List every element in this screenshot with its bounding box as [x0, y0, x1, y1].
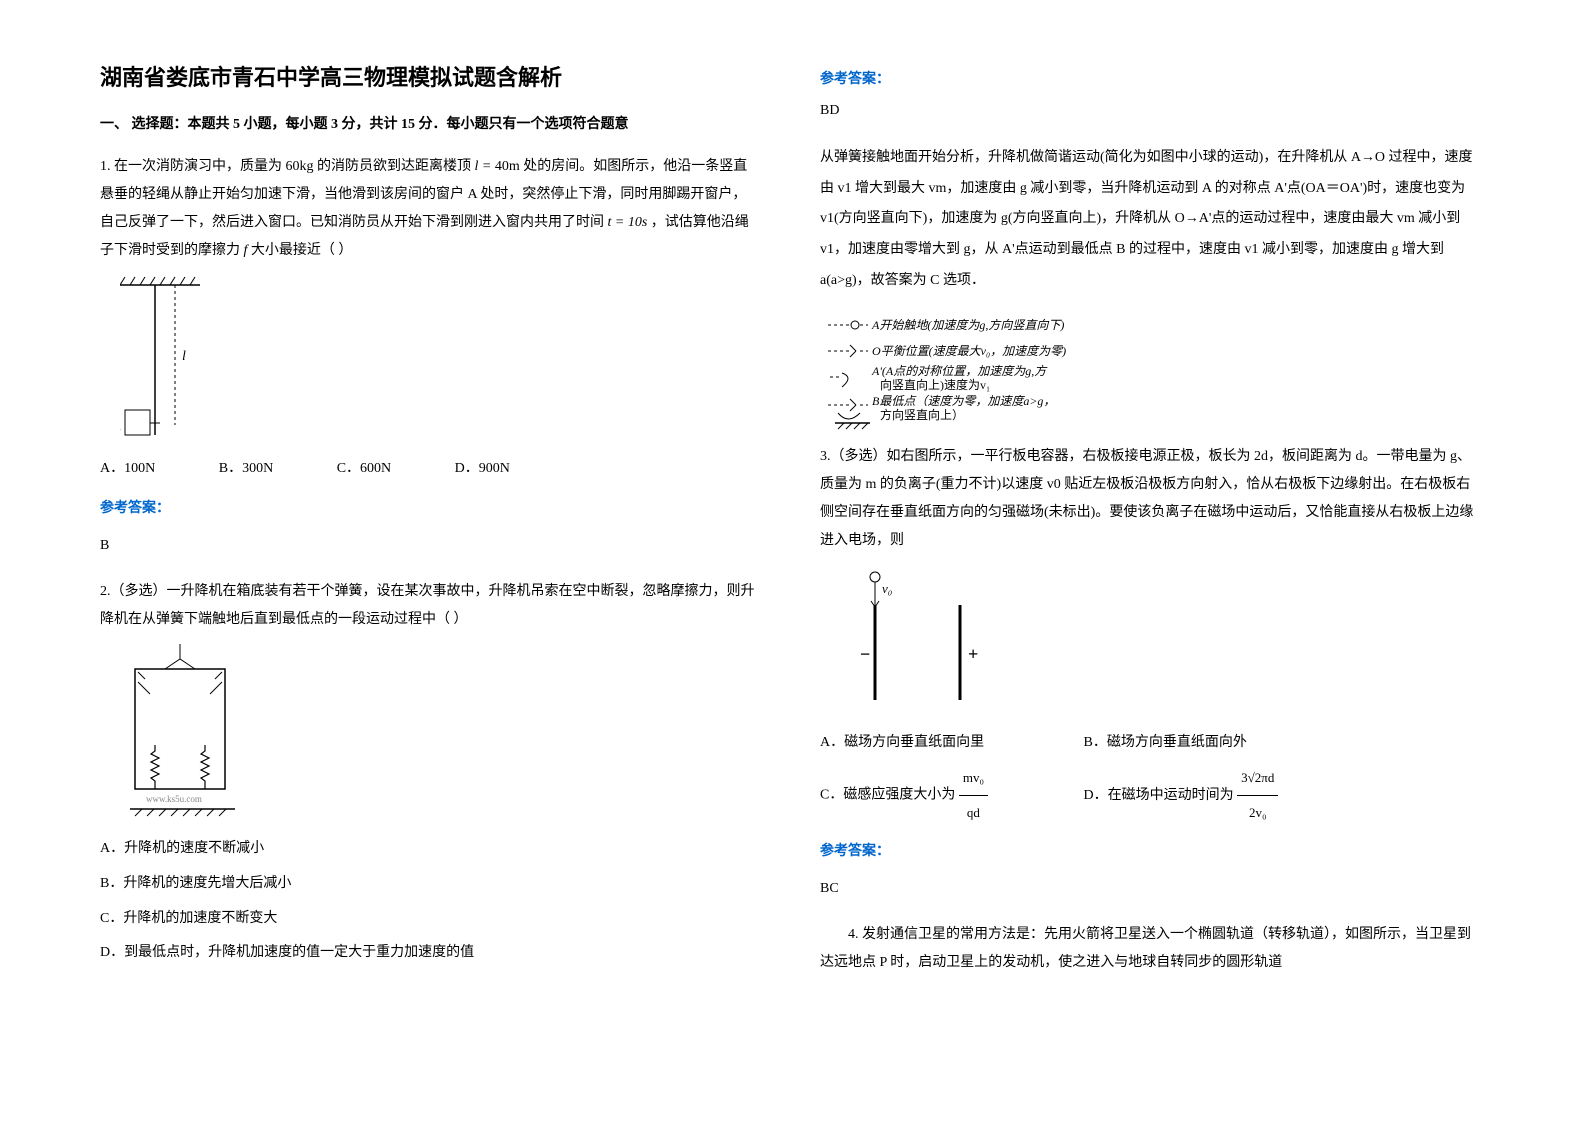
q2-answer-label: 参考答案：: [820, 68, 1480, 88]
q3-option-b: B．磁场方向垂直纸面向外: [1084, 735, 1247, 750]
q2-option-d: D．到最低点时，升降机加速度的值一定大于重力加速度的值: [100, 938, 760, 969]
q1-options: A．100N B．300N C．600N D．900N: [100, 455, 760, 483]
right-column: 参考答案： BD 从弹簧接触地面开始分析，升降机做简谐运动(简化为如图中小球的运…: [820, 60, 1480, 989]
question-1: 1. 在一次消防演习中，质量为 60kg 的消防员欲到达距离楼顶 l = 40m…: [100, 153, 760, 562]
q1-f: f: [244, 243, 248, 258]
diag-label-o: O平衡位置(速度最大v₀，加速度为零): [872, 344, 1066, 358]
q3-diagram: v₀ − +: [840, 565, 1480, 715]
diag-label-ap2: 向竖直向上)速度为v₁: [880, 377, 990, 392]
question-1-text: 1. 在一次消防演习中，质量为 60kg 的消防员欲到达距离楼顶 l = 40m…: [100, 153, 760, 265]
svg-text:+: +: [968, 644, 978, 664]
q1-l-eq: l =: [475, 159, 492, 174]
q2-options: A．升降机的速度不断减小 B．升降机的速度先增大后减小 C．升降机的加速度不断变…: [100, 834, 760, 969]
diag-label-ap: A'(A点的对称位置，加速度为g,方: [871, 364, 1048, 378]
q1-option-d: D．900N: [455, 455, 510, 483]
diag-label-b: B最低点（速度为零，加速度a>g，: [872, 394, 1055, 408]
q3-c-prefix: C．磁感应强度大小为: [820, 788, 955, 803]
svg-text:v₀: v₀: [882, 581, 892, 596]
q3-answer: BC: [820, 874, 1480, 905]
q1-t-eq: t = 10s: [608, 215, 648, 230]
q1-option-a: A．100N: [100, 455, 155, 483]
question-4: 4. 发射通信卫星的常用方法是：先用火箭将卫星送入一个椭圆轨道（转移轨道），如图…: [820, 921, 1480, 977]
q3-d-frac: 3√2πd 2v₀: [1237, 761, 1278, 830]
q3-option-c: C．磁感应强度大小为 mv₀ qd: [820, 761, 1080, 830]
q3-answer-label: 参考答案：: [820, 838, 1480, 866]
svg-text:l: l: [182, 349, 186, 364]
document-title: 湖南省娄底市青石中学高三物理模拟试题含解析: [100, 60, 760, 92]
q3-c-frac: mv₀ qd: [959, 761, 988, 830]
q3-options: A．磁场方向垂直纸面向里 B．磁场方向垂直纸面向外 C．磁感应强度大小为 mv₀…: [820, 725, 1480, 830]
q4-text: 4. 发射通信卫星的常用方法是：先用火箭将卫星送入一个椭圆轨道（转移轨道），如图…: [820, 921, 1480, 977]
q2-option-b: B．升降机的速度先增大后减小: [100, 869, 760, 900]
section-header: 一、 选择题：本题共 5 小题，每小题 3 分，共计 15 分．每小题只有一个选…: [100, 112, 760, 137]
question-2: 2.（多选）一升降机在箱底装有若干个弹簧，设在某次事故中，升降机吊索在空中断裂，…: [100, 578, 760, 969]
q1-prefix: 1. 在一次消防演习中，质量为 60kg 的消防员欲到达距离楼顶: [100, 159, 471, 174]
q1-answer-label: 参考答案：: [100, 495, 760, 523]
svg-text:A: A: [120, 419, 121, 434]
q2-diagram: www.ks5u.com: [120, 644, 760, 824]
svg-text:www.ks5u.com: www.ks5u.com: [146, 794, 202, 804]
svg-text:−: −: [860, 644, 870, 664]
q2-option-a: A．升降机的速度不断减小: [100, 834, 760, 865]
diag-label-a: A开始触地(加速度为g,方向竖直向下): [871, 318, 1064, 332]
q1-answer: B: [100, 531, 760, 562]
q1-option-c: C．600N: [337, 455, 391, 483]
q2-explanation-diagram: A开始触地(加速度为g,方向竖直向下) O平衡位置(速度最大v₀，加速度为零) …: [820, 313, 1480, 433]
q1-diagram: l A: [120, 275, 760, 445]
q2-text: 2.（多选）一升降机在箱底装有若干个弹簧，设在某次事故中，升降机吊索在空中断裂，…: [100, 578, 760, 634]
q3-option-a: A．磁场方向垂直纸面向里: [820, 725, 1080, 761]
q2-answer: BD: [820, 96, 1480, 127]
q2-option-c: C．升降机的加速度不断变大: [100, 904, 760, 935]
q3-d-num: 3√2πd: [1237, 761, 1278, 796]
q3-c-num: mv₀: [959, 761, 988, 796]
q2-explanation: 从弹簧接触地面开始分析，升降机做简谐运动(简化为如图中小球的运动)，在升降机从 …: [820, 143, 1480, 297]
q1-option-b: B．300N: [219, 455, 273, 483]
question-3: 3.（多选）如右图所示，一平行板电容器，右极板接电源正极，板长为 2d，板间距离…: [820, 443, 1480, 905]
q1-tail: 大小最接近（ ）: [251, 243, 353, 258]
q3-option-d: D．在磁场中运动时间为 3√2πd 2v₀: [1084, 788, 1279, 803]
q3-c-den: qd: [959, 796, 988, 830]
q3-text: 3.（多选）如右图所示，一平行板电容器，右极板接电源正极，板长为 2d，板间距离…: [820, 443, 1480, 555]
q3-d-prefix: D．在磁场中运动时间为: [1084, 788, 1234, 803]
q3-d-den: 2v₀: [1237, 796, 1278, 830]
left-column: 湖南省娄底市青石中学高三物理模拟试题含解析 一、 选择题：本题共 5 小题，每小…: [100, 60, 760, 989]
diag-label-b2: 方向竖直向上）: [880, 407, 964, 422]
